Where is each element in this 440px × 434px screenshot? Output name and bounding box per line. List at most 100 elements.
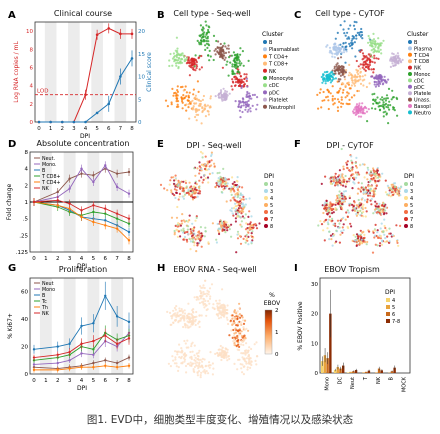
panelE-cell bbox=[199, 226, 202, 229]
panelF-cell bbox=[358, 243, 361, 246]
legend-label: Neutrophil bbox=[269, 105, 295, 111]
i-bar bbox=[346, 372, 350, 373]
legend-label: Basopl bbox=[414, 104, 431, 110]
panelE-cell bbox=[170, 189, 173, 192]
panelE-cell bbox=[220, 185, 223, 188]
panelH-cell bbox=[193, 358, 196, 362]
panelC-cell bbox=[338, 89, 341, 92]
panelC-cell bbox=[336, 106, 339, 109]
panelE-cell bbox=[238, 204, 241, 207]
panelH-cell bbox=[230, 329, 233, 332]
panelF-cell bbox=[331, 212, 334, 215]
panelH-cell bbox=[222, 306, 225, 309]
panelH-cell bbox=[241, 356, 244, 359]
panelH-cell bbox=[235, 344, 238, 347]
legend-label: cDC bbox=[269, 83, 280, 89]
panelE-cell bbox=[202, 178, 205, 181]
panelF-cell bbox=[340, 206, 343, 209]
panelE-cell bbox=[196, 244, 199, 247]
panelB-cell bbox=[249, 107, 252, 110]
panelB-cell bbox=[177, 65, 180, 69]
d-point bbox=[127, 170, 131, 174]
panelH-cell bbox=[221, 309, 224, 312]
panelH-cell bbox=[243, 319, 247, 322]
legend-swatch bbox=[263, 54, 267, 59]
panelE-cell bbox=[236, 192, 239, 195]
panelH-cell bbox=[225, 356, 228, 359]
panelH-cell bbox=[193, 365, 196, 369]
panelB-cell bbox=[194, 69, 197, 72]
panelF-cell bbox=[364, 215, 367, 218]
panelB-cell bbox=[192, 105, 195, 108]
panelE-cell bbox=[231, 212, 234, 215]
g-series-line bbox=[34, 365, 130, 371]
panelC-cell bbox=[355, 103, 359, 106]
panelF-cell bbox=[338, 222, 341, 225]
panelE-cell bbox=[190, 195, 193, 198]
i-bar bbox=[362, 372, 365, 373]
panelH-cell bbox=[174, 308, 177, 311]
a-xtick: 8 bbox=[130, 126, 134, 132]
panelH-cell bbox=[253, 343, 256, 346]
panelE-cell bbox=[244, 228, 248, 231]
panelE-cell bbox=[236, 215, 239, 218]
panelH-cell bbox=[228, 334, 231, 337]
panelH-cell bbox=[231, 336, 234, 339]
panelC-cell bbox=[373, 92, 376, 95]
panelE-cell bbox=[185, 185, 188, 188]
panelC-cell bbox=[377, 57, 380, 61]
panelH-cell bbox=[213, 307, 216, 311]
panelH-cell bbox=[178, 307, 181, 310]
panelE-cell bbox=[192, 229, 195, 232]
panelH-cell bbox=[177, 321, 180, 324]
i-bar bbox=[354, 370, 358, 373]
panelH-cell bbox=[198, 325, 201, 329]
panelC-cell bbox=[379, 98, 382, 101]
panelF-cell bbox=[327, 223, 330, 226]
panelC-cell bbox=[357, 65, 360, 68]
panelC-cell bbox=[337, 51, 340, 54]
panelE-cell bbox=[239, 197, 242, 200]
d-point bbox=[92, 204, 95, 207]
d-ytick: .125 bbox=[16, 250, 29, 256]
panelH-cell bbox=[221, 288, 224, 291]
panelC-cell bbox=[355, 21, 358, 24]
panelE-cell bbox=[245, 222, 248, 225]
panelB-cell bbox=[206, 46, 209, 50]
title-g: Proliferation bbox=[59, 265, 107, 274]
panelC-cell bbox=[373, 57, 376, 60]
panelF-cell bbox=[345, 211, 348, 214]
legend-swatch bbox=[408, 84, 412, 89]
panelB-cell bbox=[208, 49, 211, 53]
panelF-cell bbox=[329, 234, 333, 237]
panelE-cell bbox=[193, 241, 196, 244]
a-band bbox=[44, 22, 57, 122]
panelE-cell bbox=[192, 185, 196, 189]
panelF-cell bbox=[342, 176, 345, 179]
panelF-cell bbox=[331, 203, 334, 206]
h-cbar-tick: 0 bbox=[275, 352, 279, 358]
panelE-cell bbox=[223, 228, 226, 231]
g-point bbox=[56, 345, 59, 348]
g-legend-label: NK bbox=[42, 311, 50, 317]
panelE-cell bbox=[214, 185, 217, 189]
panelF-cell bbox=[384, 226, 387, 230]
panelB-cell bbox=[238, 109, 241, 112]
panelH-cell bbox=[196, 296, 199, 299]
panelH-cell bbox=[236, 335, 239, 338]
panelE-cell bbox=[239, 194, 243, 197]
panelC-cell bbox=[337, 57, 340, 60]
panelH-cell bbox=[199, 358, 202, 361]
panelC-cell bbox=[337, 80, 341, 83]
a-point bbox=[107, 27, 111, 30]
panelC-cell bbox=[377, 37, 380, 40]
panelH-cell bbox=[193, 344, 196, 347]
d-point bbox=[80, 209, 83, 212]
panelC-cell bbox=[380, 78, 383, 82]
panelB-cell bbox=[195, 102, 198, 105]
panelC-cell bbox=[329, 92, 332, 95]
panelF-cell bbox=[370, 174, 374, 177]
panelB-cell bbox=[242, 104, 245, 107]
legend-swatch bbox=[404, 210, 408, 214]
